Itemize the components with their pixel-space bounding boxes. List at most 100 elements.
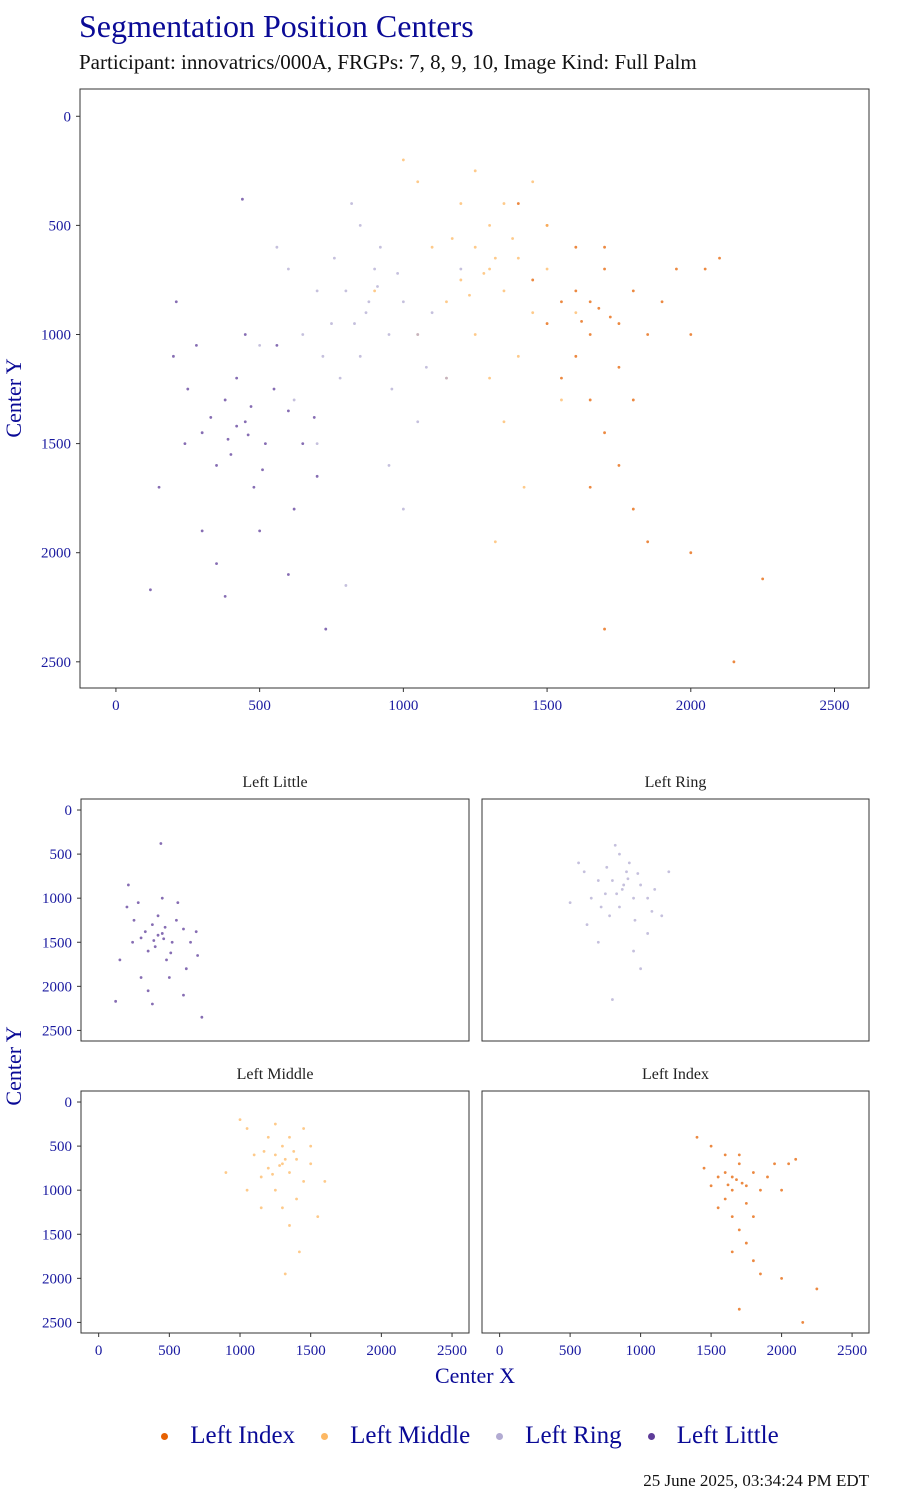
- y-tick-label: 2500: [42, 1315, 72, 1331]
- data-point: [281, 1144, 284, 1148]
- panel-border: [80, 1090, 470, 1334]
- data-point: [126, 883, 130, 887]
- panel-facet-2: 0 500 1000 1500 2000 2500 0 500 1000 1500 2000 2500…: [42, 1066, 470, 1359]
- data-point: [266, 1166, 270, 1170]
- legend: Left Index Left Middle Left Ring Left Littl…: [0, 1422, 900, 1450]
- data-point: [262, 1149, 266, 1153]
- data-point: [401, 158, 405, 162]
- y-axis-label: Center Y: [1, 1026, 26, 1105]
- data-point: [156, 914, 160, 918]
- data-point: [815, 1287, 819, 1291]
- data-point: [261, 468, 264, 472]
- data-point: [150, 1002, 154, 1006]
- data-point: [709, 1144, 713, 1148]
- data-point: [364, 311, 368, 315]
- data-point: [646, 896, 650, 900]
- panel-border: [80, 798, 470, 1042]
- data-point: [258, 344, 262, 347]
- x-tick-label: 1000: [626, 1343, 656, 1359]
- data-point: [162, 937, 166, 941]
- data-point: [787, 1162, 791, 1166]
- data-point: [545, 223, 549, 227]
- data-point: [139, 976, 143, 979]
- data-point: [295, 1197, 298, 1201]
- data-point: [794, 1157, 798, 1161]
- data-point: [215, 464, 218, 467]
- data-point: [215, 562, 218, 566]
- data-point: [716, 1175, 720, 1179]
- data-point: [258, 529, 262, 533]
- data-point: [263, 442, 267, 445]
- data-point: [626, 877, 630, 881]
- data-point: [292, 398, 296, 402]
- data-point: [316, 1215, 320, 1219]
- data-point: [737, 1228, 741, 1232]
- data-point: [459, 278, 463, 282]
- data-point: [309, 1144, 313, 1148]
- data-point: [321, 354, 325, 358]
- data-point: [730, 1250, 734, 1254]
- data-point: [288, 1224, 291, 1227]
- data-point: [252, 485, 256, 489]
- data-point: [627, 861, 631, 865]
- y-tick-label: 2500: [41, 655, 71, 671]
- y-tick-label: 500: [50, 847, 73, 863]
- data-point: [502, 202, 506, 205]
- data-point: [608, 315, 612, 319]
- data-point: [531, 311, 535, 315]
- data-point: [235, 424, 239, 428]
- data-point: [353, 322, 356, 325]
- data-point: [653, 887, 657, 891]
- panel-border: [481, 1090, 870, 1334]
- data-point: [139, 936, 143, 940]
- data-point: [302, 1179, 306, 1183]
- data-point: [531, 278, 535, 282]
- data-point: [744, 1184, 748, 1188]
- data-point: [766, 1175, 769, 1179]
- data-point: [639, 883, 643, 887]
- x-tick-label: 2000: [366, 1343, 396, 1359]
- data-point: [716, 1206, 720, 1210]
- panel-border: [481, 798, 870, 1042]
- data-point: [416, 420, 420, 424]
- timestamp: 25 June 2025, 03:34:24 PM EDT: [643, 1471, 869, 1490]
- data-point: [723, 1153, 727, 1157]
- data-point: [603, 431, 606, 435]
- data-point: [580, 319, 583, 323]
- facet-label: Left Ring: [645, 774, 707, 791]
- data-point: [613, 843, 617, 847]
- data-point: [473, 245, 477, 249]
- data-point: [773, 1162, 776, 1166]
- data-point: [350, 202, 354, 205]
- data-point: [143, 930, 147, 934]
- data-point: [603, 245, 606, 249]
- data-point: [183, 442, 187, 445]
- data-point: [252, 1153, 256, 1157]
- y-tick-label: 0: [64, 109, 72, 125]
- data-point: [330, 322, 333, 325]
- data-point: [605, 865, 609, 869]
- data-point: [288, 1135, 291, 1139]
- data-point: [373, 267, 377, 271]
- chart-title: Segmentation Position Centers: [79, 8, 474, 44]
- data-point: [545, 267, 549, 271]
- x-tick-label: 0: [112, 698, 120, 714]
- data-point: [702, 1166, 706, 1170]
- data-point: [156, 933, 160, 937]
- data-point: [568, 901, 572, 904]
- data-point: [315, 289, 319, 293]
- data-point: [596, 879, 600, 882]
- data-point: [574, 245, 578, 249]
- x-tick-label: 500: [158, 1343, 181, 1359]
- data-point: [175, 918, 178, 922]
- data-point: [695, 1135, 699, 1139]
- data-point: [730, 1188, 734, 1192]
- data-point: [759, 1188, 762, 1192]
- data-point: [249, 405, 253, 408]
- data-point: [646, 333, 650, 336]
- data-point: [516, 354, 520, 358]
- y-tick-label: 1500: [41, 437, 71, 453]
- data-point: [125, 905, 129, 909]
- data-point: [632, 949, 635, 953]
- y-tick-label: 500: [49, 218, 72, 234]
